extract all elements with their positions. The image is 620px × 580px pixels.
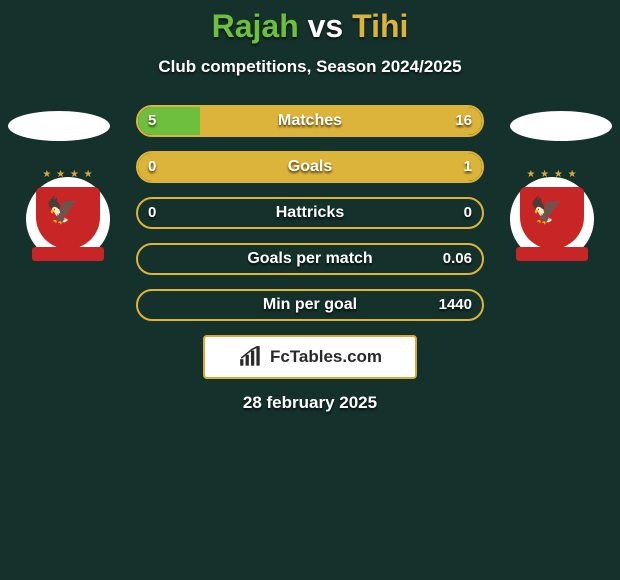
badge-ribbon xyxy=(32,247,104,261)
eagle-icon: 🦅 xyxy=(530,195,562,226)
player1-name: Rajah xyxy=(212,8,299,44)
player2-name: Tihi xyxy=(352,8,408,44)
badge-ribbon xyxy=(516,247,588,261)
date-line: 28 february 2025 xyxy=(0,393,620,413)
title-vs: vs xyxy=(308,8,344,44)
bar-track xyxy=(136,197,484,229)
stat-row: Hattricks00 xyxy=(136,197,484,229)
stat-row: Goals01 xyxy=(136,151,484,183)
bar-fill-left xyxy=(138,107,200,135)
player2-club-badge: ★ ★ ★ ★ 🦅 xyxy=(502,167,602,267)
stat-bars: Matches516 Goals01 Hattricks00 Goals per ma… xyxy=(136,105,484,321)
player1-ellipse xyxy=(8,111,110,141)
brand-text: FcTables.com xyxy=(270,347,382,367)
player2-ellipse xyxy=(510,111,612,141)
bar-fill-right xyxy=(138,153,482,181)
comparison-infographic: Rajah vs Tihi Club competitions, Season … xyxy=(0,0,620,580)
stats-area: ★ ★ ★ ★ 🦅 ★ ★ ★ ★ 🦅 Matches516 Goals01 Hat… xyxy=(0,105,620,321)
chart-icon xyxy=(238,346,264,368)
player1-club-badge: ★ ★ ★ ★ 🦅 xyxy=(18,167,118,267)
bar-track xyxy=(136,243,484,275)
brand-box: FcTables.com xyxy=(203,335,417,379)
stat-row: Min per goal1440 xyxy=(136,289,484,321)
bar-track xyxy=(136,289,484,321)
subtitle: Club competitions, Season 2024/2025 xyxy=(0,57,620,77)
bar-fill-right xyxy=(200,107,482,135)
stat-row: Matches516 xyxy=(136,105,484,137)
bar-track xyxy=(136,151,484,183)
stat-row: Goals per match0.06 xyxy=(136,243,484,275)
page-title: Rajah vs Tihi xyxy=(0,8,620,45)
eagle-icon: 🦅 xyxy=(46,195,78,226)
bar-track xyxy=(136,105,484,137)
